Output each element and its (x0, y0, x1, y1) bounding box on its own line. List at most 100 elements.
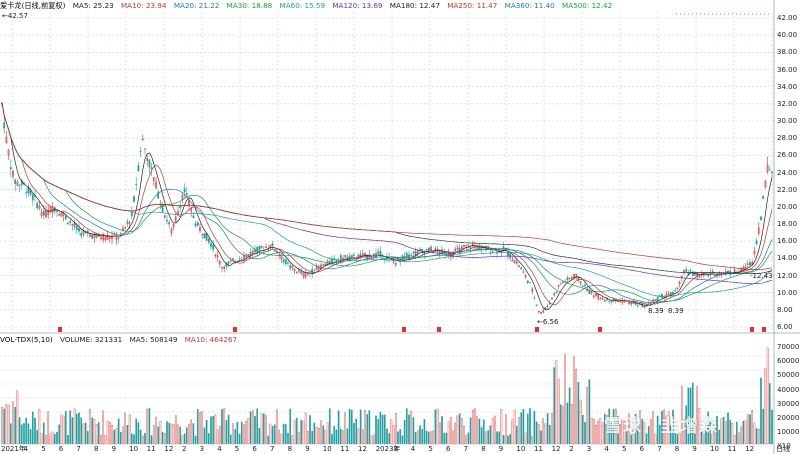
low2b-annotation: 8.39 (668, 307, 684, 315)
volume-bar (373, 434, 375, 445)
volume-bar (621, 420, 624, 445)
candle-body (584, 284, 586, 287)
volume-bar (16, 390, 19, 445)
volume-bar (615, 408, 617, 445)
ma30-label: MA30: 18.88 (226, 1, 273, 10)
date-tick: 11 (534, 445, 543, 453)
candle-body (322, 264, 325, 266)
candle-body (623, 300, 626, 302)
volume-bar (388, 433, 391, 445)
candle-body (676, 287, 679, 290)
volume-tick: 20000 (777, 414, 800, 422)
volume-bar (108, 422, 111, 445)
volume-bar (302, 420, 305, 445)
candle-body (755, 240, 758, 245)
volume-bar (265, 415, 267, 445)
candle-body (643, 305, 646, 309)
volume-bar (670, 425, 672, 445)
volume-bar (641, 418, 643, 445)
volume-bar (247, 417, 250, 445)
volume-bar (529, 408, 531, 445)
volume-bar (340, 428, 342, 445)
volume-bar (584, 422, 586, 445)
volume-bar (51, 431, 54, 445)
volume-bar (551, 413, 553, 445)
volume-bar (478, 418, 481, 445)
volume-bar (509, 434, 512, 445)
volume-bar (626, 431, 628, 445)
date-tick: 9 (305, 445, 310, 453)
date-tick: 5 (622, 445, 627, 453)
volume-bar (113, 429, 115, 445)
volume-bar (379, 412, 382, 445)
candle-body (361, 253, 364, 255)
volume-bar (36, 429, 38, 445)
candle-body (287, 262, 289, 264)
volume-bar (637, 426, 639, 445)
candle-body (203, 232, 206, 239)
volume-value: VOLUME: 321331 (60, 335, 123, 344)
candle-body (89, 234, 91, 238)
volume-bar (18, 417, 21, 445)
volume-bar (474, 408, 476, 445)
candle-body (31, 194, 34, 201)
volume-bar (117, 418, 120, 445)
volume-bar (5, 404, 8, 445)
candle-body (247, 254, 250, 257)
date-tick: 2023年 (375, 445, 401, 453)
volume-bar (260, 413, 263, 445)
volume-bar (49, 433, 52, 445)
volume-bar (128, 414, 131, 445)
candle-body (689, 270, 692, 272)
candle-body (245, 254, 248, 256)
price-tick: 22.00 (777, 185, 798, 194)
volume-bar (703, 427, 705, 445)
volume-ma10: MA10: 464267 (184, 335, 238, 344)
volume-bar (102, 410, 104, 445)
volume-bar (78, 412, 80, 445)
volume-bar (25, 417, 28, 445)
volume-bar (106, 420, 109, 445)
date-tick: 11 (340, 445, 350, 453)
volume-bar (764, 368, 767, 445)
volume-bar (210, 416, 212, 445)
volume-bar (170, 423, 173, 445)
volume-bar (91, 417, 93, 445)
volume-bar (315, 426, 318, 445)
volume-legend: VOL-TDX(5,10) VOLUME: 321331 MA5: 508149… (0, 335, 242, 345)
volume-bar (254, 416, 256, 445)
date-tick: 3 (393, 445, 398, 453)
candle-body (654, 299, 657, 301)
volume-bar (89, 408, 91, 445)
candle-body (300, 271, 303, 274)
volume-bar (40, 433, 43, 445)
volume-bar (104, 434, 107, 445)
volume-bar (69, 410, 71, 445)
candle-body (130, 212, 133, 217)
volume-bar (736, 421, 738, 445)
volume-bar (168, 422, 171, 445)
volume-bar (425, 430, 428, 445)
volume-bar (441, 416, 443, 445)
volume-bar (185, 427, 188, 445)
candle-body (174, 216, 177, 222)
volume-bar (769, 383, 771, 445)
volume-bar (311, 430, 314, 445)
price-tick: 40.00 (777, 31, 798, 40)
candle-body (460, 246, 463, 249)
volume-bar (696, 386, 698, 445)
volume-bar (276, 409, 278, 445)
candle-body (555, 291, 558, 293)
volume-bar (251, 410, 254, 445)
candle-body (698, 275, 701, 278)
volume-bar (141, 435, 144, 445)
volume-bar (472, 409, 474, 445)
volume-bar (450, 417, 452, 445)
ma20-label: MA20: 21.22 (173, 1, 220, 10)
event-marker (437, 327, 441, 332)
low2a-annotation: 8.39 (648, 307, 664, 315)
volume-bar (564, 354, 566, 445)
candle-body (579, 281, 582, 284)
volume-bar (601, 422, 604, 445)
